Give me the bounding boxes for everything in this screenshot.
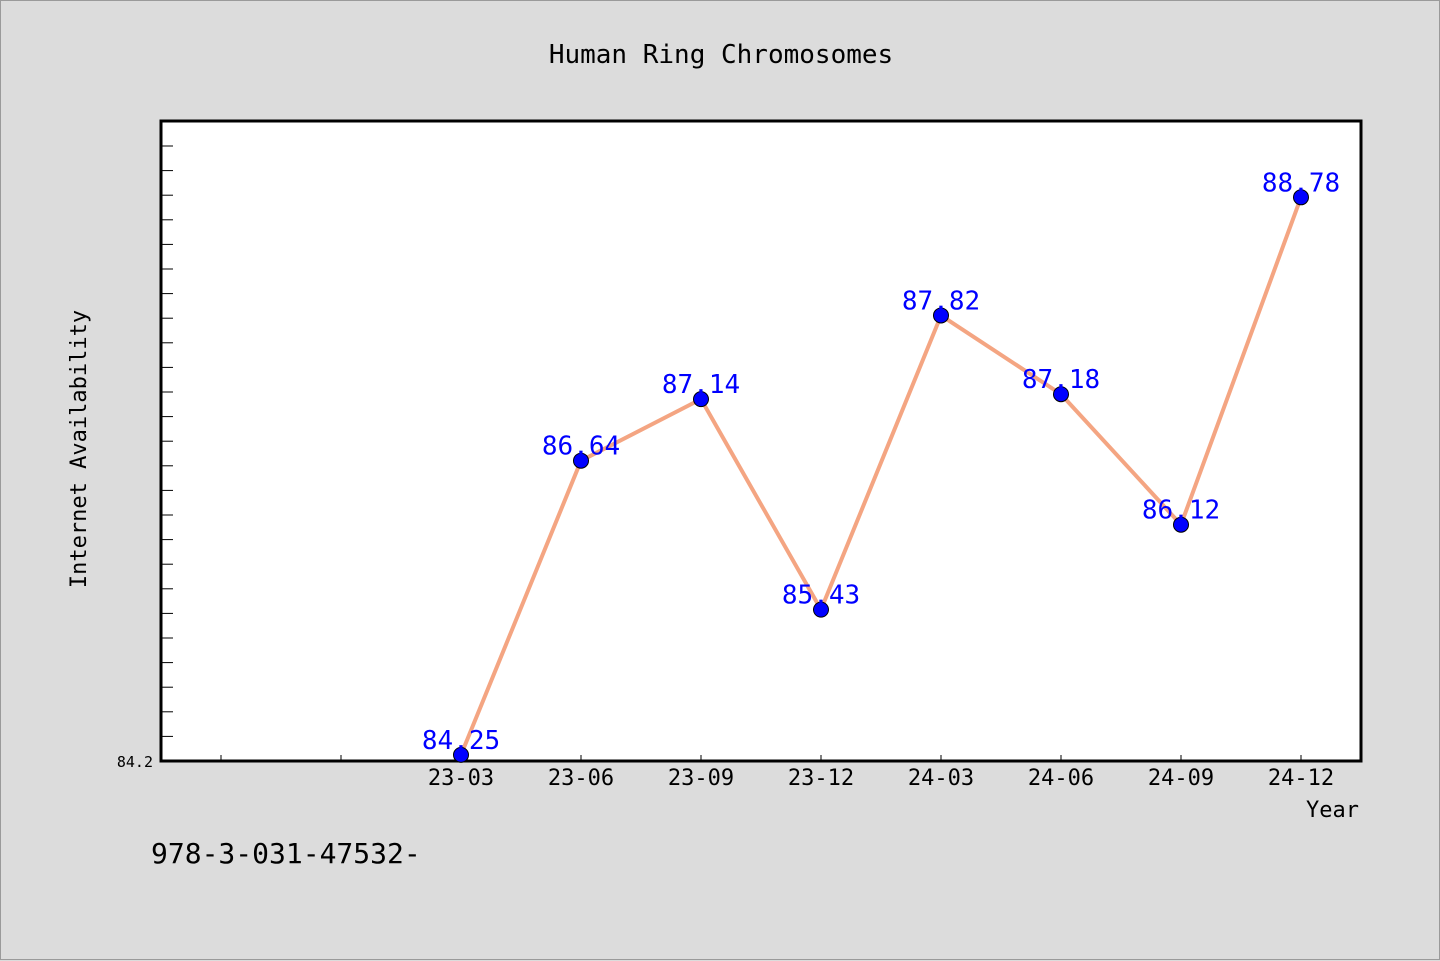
data-point <box>1173 516 1189 533</box>
data-label: 87.14 <box>662 370 740 400</box>
chart-title: Human Ring Chromosomes <box>549 40 893 70</box>
y-axis-label: Internet Availability <box>67 310 92 588</box>
y-axis-ticks <box>161 120 173 762</box>
x-tick-label: 23-03 <box>428 766 494 791</box>
x-tick-label: 24-03 <box>908 766 974 791</box>
x-tick-label: 23-09 <box>668 766 734 791</box>
data-point <box>573 452 589 469</box>
data-label: 88.78 <box>1262 168 1340 198</box>
x-axis-tick-labels: 23-03 23-06 23-09 23-12 24-03 24-06 24-09 24-12 <box>428 766 1334 791</box>
data-point <box>1053 386 1069 403</box>
data-labels: 84.25 86.64 87.14 85.43 87.82 87.18 86.12 88.78 <box>422 168 1340 756</box>
x-tick-label: 24-12 <box>1268 766 1334 791</box>
data-point <box>933 307 949 324</box>
footnote-text: 978-3-031-47532- <box>151 837 421 870</box>
data-point <box>1293 189 1309 206</box>
data-label: 84.25 <box>422 726 500 756</box>
data-label: 86.64 <box>542 432 620 462</box>
x-tick-label: 24-09 <box>1148 766 1214 791</box>
data-point <box>693 391 709 408</box>
plot-area <box>159 119 1363 763</box>
x-tick-label: 23-12 <box>788 766 854 791</box>
data-point <box>453 746 469 763</box>
data-label: 87.82 <box>902 286 980 316</box>
data-label: 87.18 <box>1022 365 1100 395</box>
series-line <box>459 196 1303 756</box>
data-point <box>813 601 829 618</box>
x-axis-label: Year <box>1306 798 1359 823</box>
y-axis-tick-labels: 84.2 <box>117 753 153 771</box>
series-markers <box>453 189 1309 763</box>
x-tick-label: 24-06 <box>1028 766 1094 791</box>
x-tick-label: 23-06 <box>548 766 614 791</box>
data-label: 86.12 <box>1142 496 1220 526</box>
data-label: 85.43 <box>782 581 860 611</box>
y-tick-label: 84.2 <box>117 753 153 771</box>
